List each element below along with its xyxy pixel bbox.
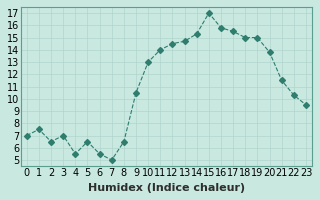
X-axis label: Humidex (Indice chaleur): Humidex (Indice chaleur) <box>88 183 245 193</box>
